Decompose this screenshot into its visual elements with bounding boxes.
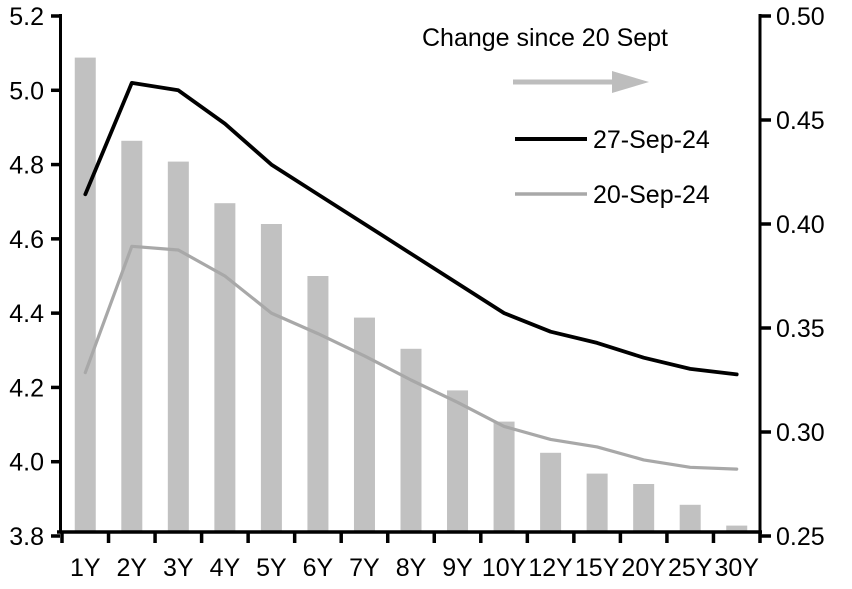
left-axis-label-4.8: 4.8 (9, 152, 44, 180)
left-axis-label-4.2: 4.2 (9, 374, 44, 402)
left-axis-label-5.0: 5.0 (9, 77, 44, 105)
bar-30Y (726, 525, 748, 532)
bar-1Y (74, 57, 96, 532)
line-27-Sep-24 (83, 81, 739, 377)
bar-5Y (260, 224, 282, 532)
x-axis-label-12Y: 12Y (528, 554, 573, 582)
bar-20Y (633, 484, 655, 532)
legend-entry-27-sep: 27-Sep-24 (515, 126, 710, 154)
x-axis-label-15Y: 15Y (575, 554, 620, 582)
legend-label-20-sep: 20-Sep-24 (593, 181, 710, 209)
right-axis-label-0.50: 0.50 (776, 3, 825, 31)
right-axis-label-0.30: 0.30 (776, 419, 825, 447)
bar-7Y (353, 317, 375, 532)
bar-6Y (307, 276, 329, 532)
x-axis-label-10Y: 10Y (482, 554, 527, 582)
bar-25Y (679, 504, 701, 532)
left-axis-label-4.6: 4.6 (9, 226, 44, 254)
bar-4Y (214, 203, 236, 532)
legend-label-27-sep: 27-Sep-24 (593, 126, 710, 154)
bar-10Y (493, 421, 515, 532)
bar-12Y (540, 452, 562, 532)
left-axis-label-3.8: 3.8 (9, 523, 44, 551)
axes-group: 5.2 5.0 4.8 4.6 4.4 4.2 4.0 3.8 0.50 0.45 0.40 0.35… (9, 3, 824, 551)
x-axis-label-30Y: 30Y (714, 554, 759, 582)
bar-series-group (74, 57, 748, 533)
right-axis-label-0.35: 0.35 (776, 315, 825, 343)
bar-15Y (586, 473, 608, 532)
x-axis-label-25Y: 25Y (668, 554, 713, 582)
x-axis-label-5Y: 5Y (256, 554, 287, 582)
right-arrow-icon (513, 71, 649, 93)
x-axis-label-3Y: 3Y (163, 554, 194, 582)
legend-title: Change since 20 Sept (422, 24, 668, 52)
bar-2Y (121, 140, 143, 533)
x-axis-label-6Y: 6Y (303, 554, 334, 582)
line-series-group (83, 81, 739, 471)
x-axis-label-8Y: 8Y (396, 554, 427, 582)
left-axis-label-4.0: 4.0 (9, 449, 44, 477)
right-axis-label-0.45: 0.45 (776, 107, 825, 135)
x-axis-label-20Y: 20Y (621, 554, 666, 582)
right-axis-label-0.40: 0.40 (776, 211, 825, 239)
x-axis-labels-group: 1Y 2Y 3Y 4Y 5Y 6Y 7Y 8Y 9Y 10Y 12Y 15Y 20Y 25Y 30Y (70, 554, 759, 582)
right-axis-label-0.25: 0.25 (776, 523, 825, 551)
left-axis-label-5.2: 5.2 (9, 3, 44, 31)
x-axis-label-1Y: 1Y (70, 554, 101, 582)
x-axis-label-7Y: 7Y (349, 554, 380, 582)
x-axis-label-9Y: 9Y (442, 554, 473, 582)
x-axis-label-2Y: 2Y (117, 554, 148, 582)
left-axis-label-4.4: 4.4 (9, 300, 44, 328)
bar-3Y (167, 161, 189, 532)
bar-8Y (400, 348, 422, 532)
bar-9Y (447, 390, 469, 532)
line-20-Sep-24 (83, 244, 739, 471)
legend: Change since 20 Sept 27-Sep-24 20-Sep-24 (422, 24, 710, 209)
legend-entry-20-sep: 20-Sep-24 (515, 181, 710, 209)
arrow-head (612, 71, 649, 93)
x-axis-label-4Y: 4Y (210, 554, 241, 582)
